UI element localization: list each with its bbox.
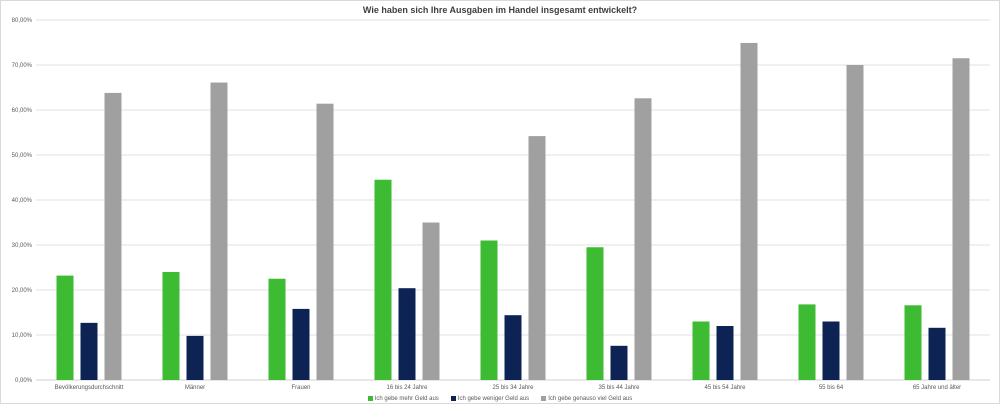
legend-swatch <box>541 395 547 401</box>
y-tick-label: 60,00% <box>12 108 33 114</box>
chart-title: Wie haben sich Ihre Ausgaben im Handel i… <box>362 5 638 15</box>
bar <box>104 92 122 381</box>
bar <box>398 288 416 380</box>
y-tick-label: 50,00% <box>12 153 33 159</box>
x-tick-label: Männer <box>185 385 205 391</box>
bar <box>186 335 204 380</box>
legend-label: Ich gebe weniger Geld aus <box>457 396 530 402</box>
bar <box>292 308 310 380</box>
bar <box>480 240 498 380</box>
legend-label: Ich gebe genauso viel Geld aus <box>548 396 633 402</box>
y-tick-label: 10,00% <box>12 333 33 339</box>
legend-item: Ich gebe mehr Geld aus <box>367 395 439 403</box>
y-tick-label: 30,00% <box>12 243 33 249</box>
legend-label: Ich gebe mehr Geld aus <box>374 396 439 402</box>
bar <box>634 98 652 381</box>
bar <box>846 65 864 380</box>
legend-swatch <box>450 395 456 401</box>
bar <box>822 321 840 380</box>
legend-item: Ich gebe genauso viel Geld aus <box>541 395 632 403</box>
bar <box>692 321 710 380</box>
bar <box>928 327 946 380</box>
bar <box>162 272 180 380</box>
bar <box>210 82 228 381</box>
x-tick-label: 55 bis 64 <box>819 385 844 391</box>
y-tick-label: 70,00% <box>12 63 33 69</box>
bar <box>80 322 98 380</box>
bar <box>798 304 816 380</box>
bar <box>740 42 758 380</box>
bar <box>904 305 922 380</box>
bar <box>528 136 546 380</box>
x-tick-label: Bevölkerungsdurchschnitt <box>55 385 124 391</box>
chart-legend: Ich gebe mehr Geld aus Ich gebe weniger G… <box>0 395 1000 403</box>
x-tick-label: 35 bis 44 Jahre <box>598 385 640 391</box>
x-tick-label: 16 bis 24 Jahre <box>386 385 428 391</box>
x-tick-label: 65 Jahre und älter <box>913 385 961 391</box>
y-tick-label: 40,00% <box>12 198 33 204</box>
bar <box>422 222 440 380</box>
bar <box>952 58 970 380</box>
x-tick-label: 25 bis 34 Jahre <box>492 385 534 391</box>
bar <box>504 315 522 380</box>
y-tick-label: 20,00% <box>12 288 33 294</box>
bar <box>610 345 628 380</box>
legend-swatch <box>367 395 373 401</box>
bar <box>268 278 286 380</box>
y-tick-label: 80,00% <box>12 18 33 24</box>
x-tick-label: Frauen <box>291 385 310 391</box>
bar <box>316 103 334 380</box>
bar <box>374 179 392 380</box>
x-tick-label: 45 bis 54 Jahre <box>704 385 746 391</box>
bar <box>56 275 74 380</box>
y-tick-label: 0,00% <box>15 378 33 384</box>
bar <box>716 326 734 380</box>
legend-item: Ich gebe weniger Geld aus <box>450 395 530 403</box>
bar <box>586 247 604 380</box>
